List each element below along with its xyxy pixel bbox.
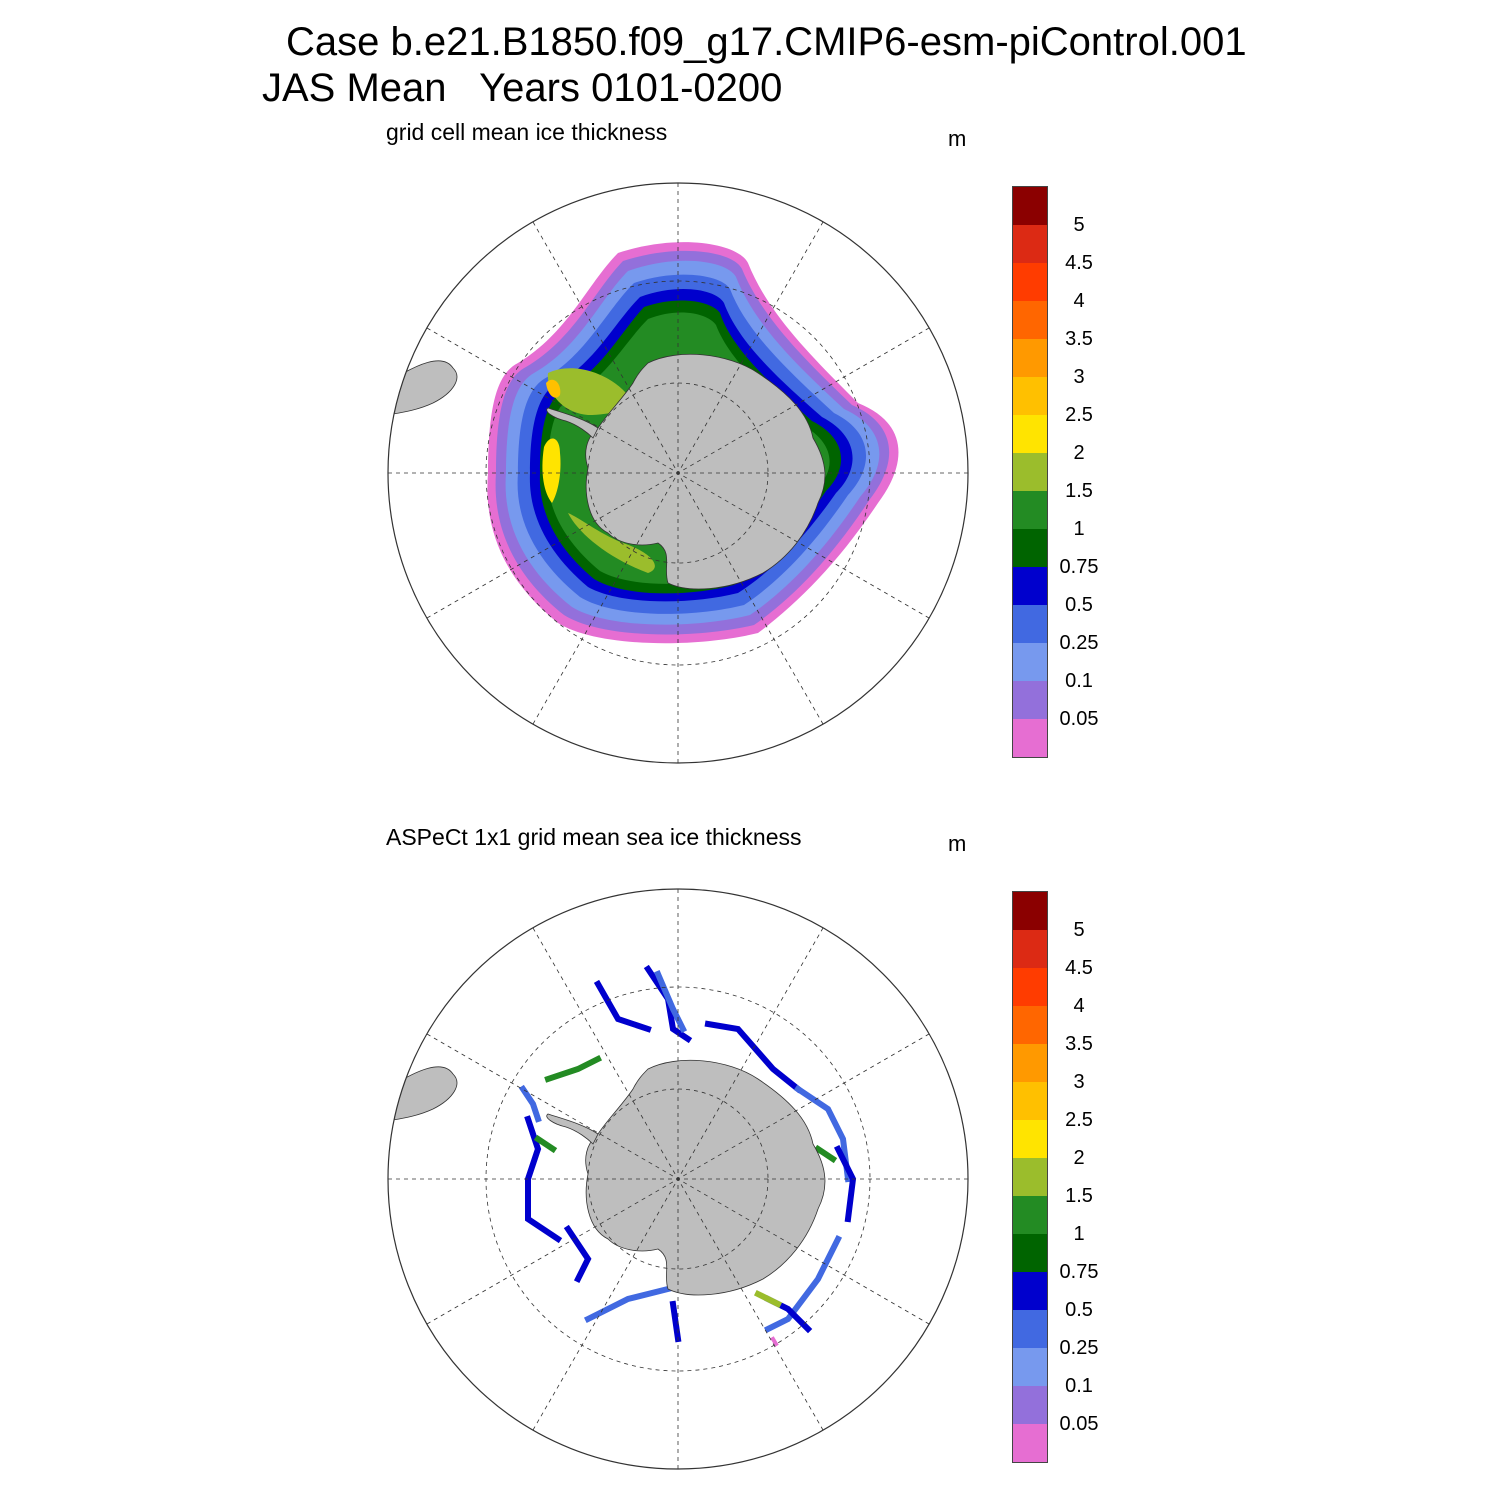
colorbar-swatch	[1013, 415, 1047, 453]
colorbar-swatch	[1013, 1196, 1047, 1234]
colorbar-tick-label: 1	[1073, 518, 1085, 540]
panel2-unit: m	[948, 831, 967, 856]
figure-title-period: JAS Mean Years 0101-0200	[262, 66, 783, 110]
colorbar-tick-label: 3	[1073, 366, 1085, 388]
colorbar-tick-label: 2	[1073, 442, 1085, 464]
colorbar-tick-label: 4.5	[1065, 957, 1093, 979]
colorbar-tick-label: 1.5	[1065, 480, 1093, 502]
panel2-title: ASPeCt 1x1 grid mean sea ice thickness	[386, 824, 802, 850]
colorbar-tick-label: 2.5	[1065, 1109, 1093, 1131]
colorbar-tick-label: 3.5	[1065, 1033, 1093, 1055]
colorbar-tick-label: 2	[1073, 1147, 1085, 1169]
colorbar-tick-label: 1	[1073, 1223, 1085, 1245]
colorbar-panel1	[1012, 186, 1048, 758]
colorbar-swatch	[1013, 968, 1047, 1006]
figure-title-case: Case b.e21.B1850.f09_g17.CMIP6-esm-piCon…	[286, 20, 1247, 64]
panel1-title: grid cell mean ice thickness	[386, 119, 668, 145]
colorbar-tick-label: 5	[1073, 214, 1085, 236]
antarctic-peninsula	[546, 407, 599, 439]
colorbar-tick-label: 0.1	[1065, 1375, 1093, 1397]
ice-patch-2-weddell	[547, 368, 630, 415]
model-ice-thickness-map	[387, 182, 969, 764]
ice-patch-2-5-weddell	[546, 379, 561, 398]
panel1-unit: m	[948, 126, 967, 151]
colorbar-swatch	[1013, 339, 1047, 377]
graticule	[388, 889, 968, 1469]
colorbar-swatch	[1013, 681, 1047, 719]
colorbar-swatch	[1013, 301, 1047, 339]
colorbar-swatch	[1013, 1272, 1047, 1310]
colorbar-swatch	[1013, 529, 1047, 567]
colorbar-tick-label: 2.5	[1065, 404, 1093, 426]
colorbar-swatch	[1013, 453, 1047, 491]
colorbar-tick-label: 0.75	[1059, 1261, 1099, 1283]
colorbar-swatch	[1013, 930, 1047, 968]
antarctica-landmass	[585, 1059, 826, 1296]
map-boundary-circle	[387, 182, 969, 764]
antarctic-peninsula	[546, 1113, 599, 1145]
colorbar-swatch	[1013, 1120, 1047, 1158]
colorbar-tick-label: 0.75	[1059, 556, 1099, 578]
colorbar-swatch	[1013, 892, 1047, 930]
colorbar-tick-label: 4.5	[1065, 252, 1093, 274]
colorbar-tick-label: 1.5	[1065, 1185, 1093, 1207]
colorbar-swatch	[1013, 1044, 1047, 1082]
colorbar-swatch	[1013, 1310, 1047, 1348]
colorbar-swatch	[1013, 605, 1047, 643]
colorbar-swatch	[1013, 719, 1047, 757]
colorbar-tick-label: 4	[1073, 290, 1085, 312]
colorbar-tick-label: 3.5	[1065, 328, 1093, 350]
colorbar-tick-label: 0.1	[1065, 670, 1093, 692]
map-boundary-circle	[387, 888, 969, 1470]
aspect-ice-thickness-map	[387, 888, 969, 1470]
colorbar-swatch	[1013, 491, 1047, 529]
colorbar-panel2	[1012, 891, 1048, 1463]
colorbar-swatch	[1013, 1386, 1047, 1424]
colorbar-tick-label: 0.5	[1065, 594, 1093, 616]
colorbar-swatch	[1013, 1424, 1047, 1462]
colorbar-tick-label: 0.05	[1059, 1413, 1099, 1435]
colorbar-swatch	[1013, 187, 1047, 225]
south-america-land	[388, 1066, 458, 1122]
colorbar-swatch	[1013, 643, 1047, 681]
south-america-land	[388, 360, 458, 416]
colorbar-tick-label: 4	[1073, 995, 1085, 1017]
colorbar-swatch	[1013, 1082, 1047, 1120]
graticule	[388, 183, 968, 763]
ice-patch-2-ross	[568, 513, 655, 573]
colorbar-swatch	[1013, 225, 1047, 263]
ice-patch-2-5-peninsula	[542, 438, 561, 503]
colorbar-swatch	[1013, 567, 1047, 605]
colorbar-swatch	[1013, 1006, 1047, 1044]
colorbar-tick-label: 3	[1073, 1071, 1085, 1093]
colorbar-tick-label: 0.25	[1059, 632, 1099, 654]
colorbar-tick-label: 0.25	[1059, 1337, 1099, 1359]
colorbar-tick-label: 5	[1073, 919, 1085, 941]
colorbar-tick-label: 0.5	[1065, 1299, 1093, 1321]
colorbar-swatch	[1013, 377, 1047, 415]
colorbar-swatch	[1013, 1348, 1047, 1386]
colorbar-tick-label: 0.05	[1059, 708, 1099, 730]
colorbar-swatch	[1013, 263, 1047, 301]
colorbar-swatch	[1013, 1234, 1047, 1272]
colorbar-swatch	[1013, 1158, 1047, 1196]
